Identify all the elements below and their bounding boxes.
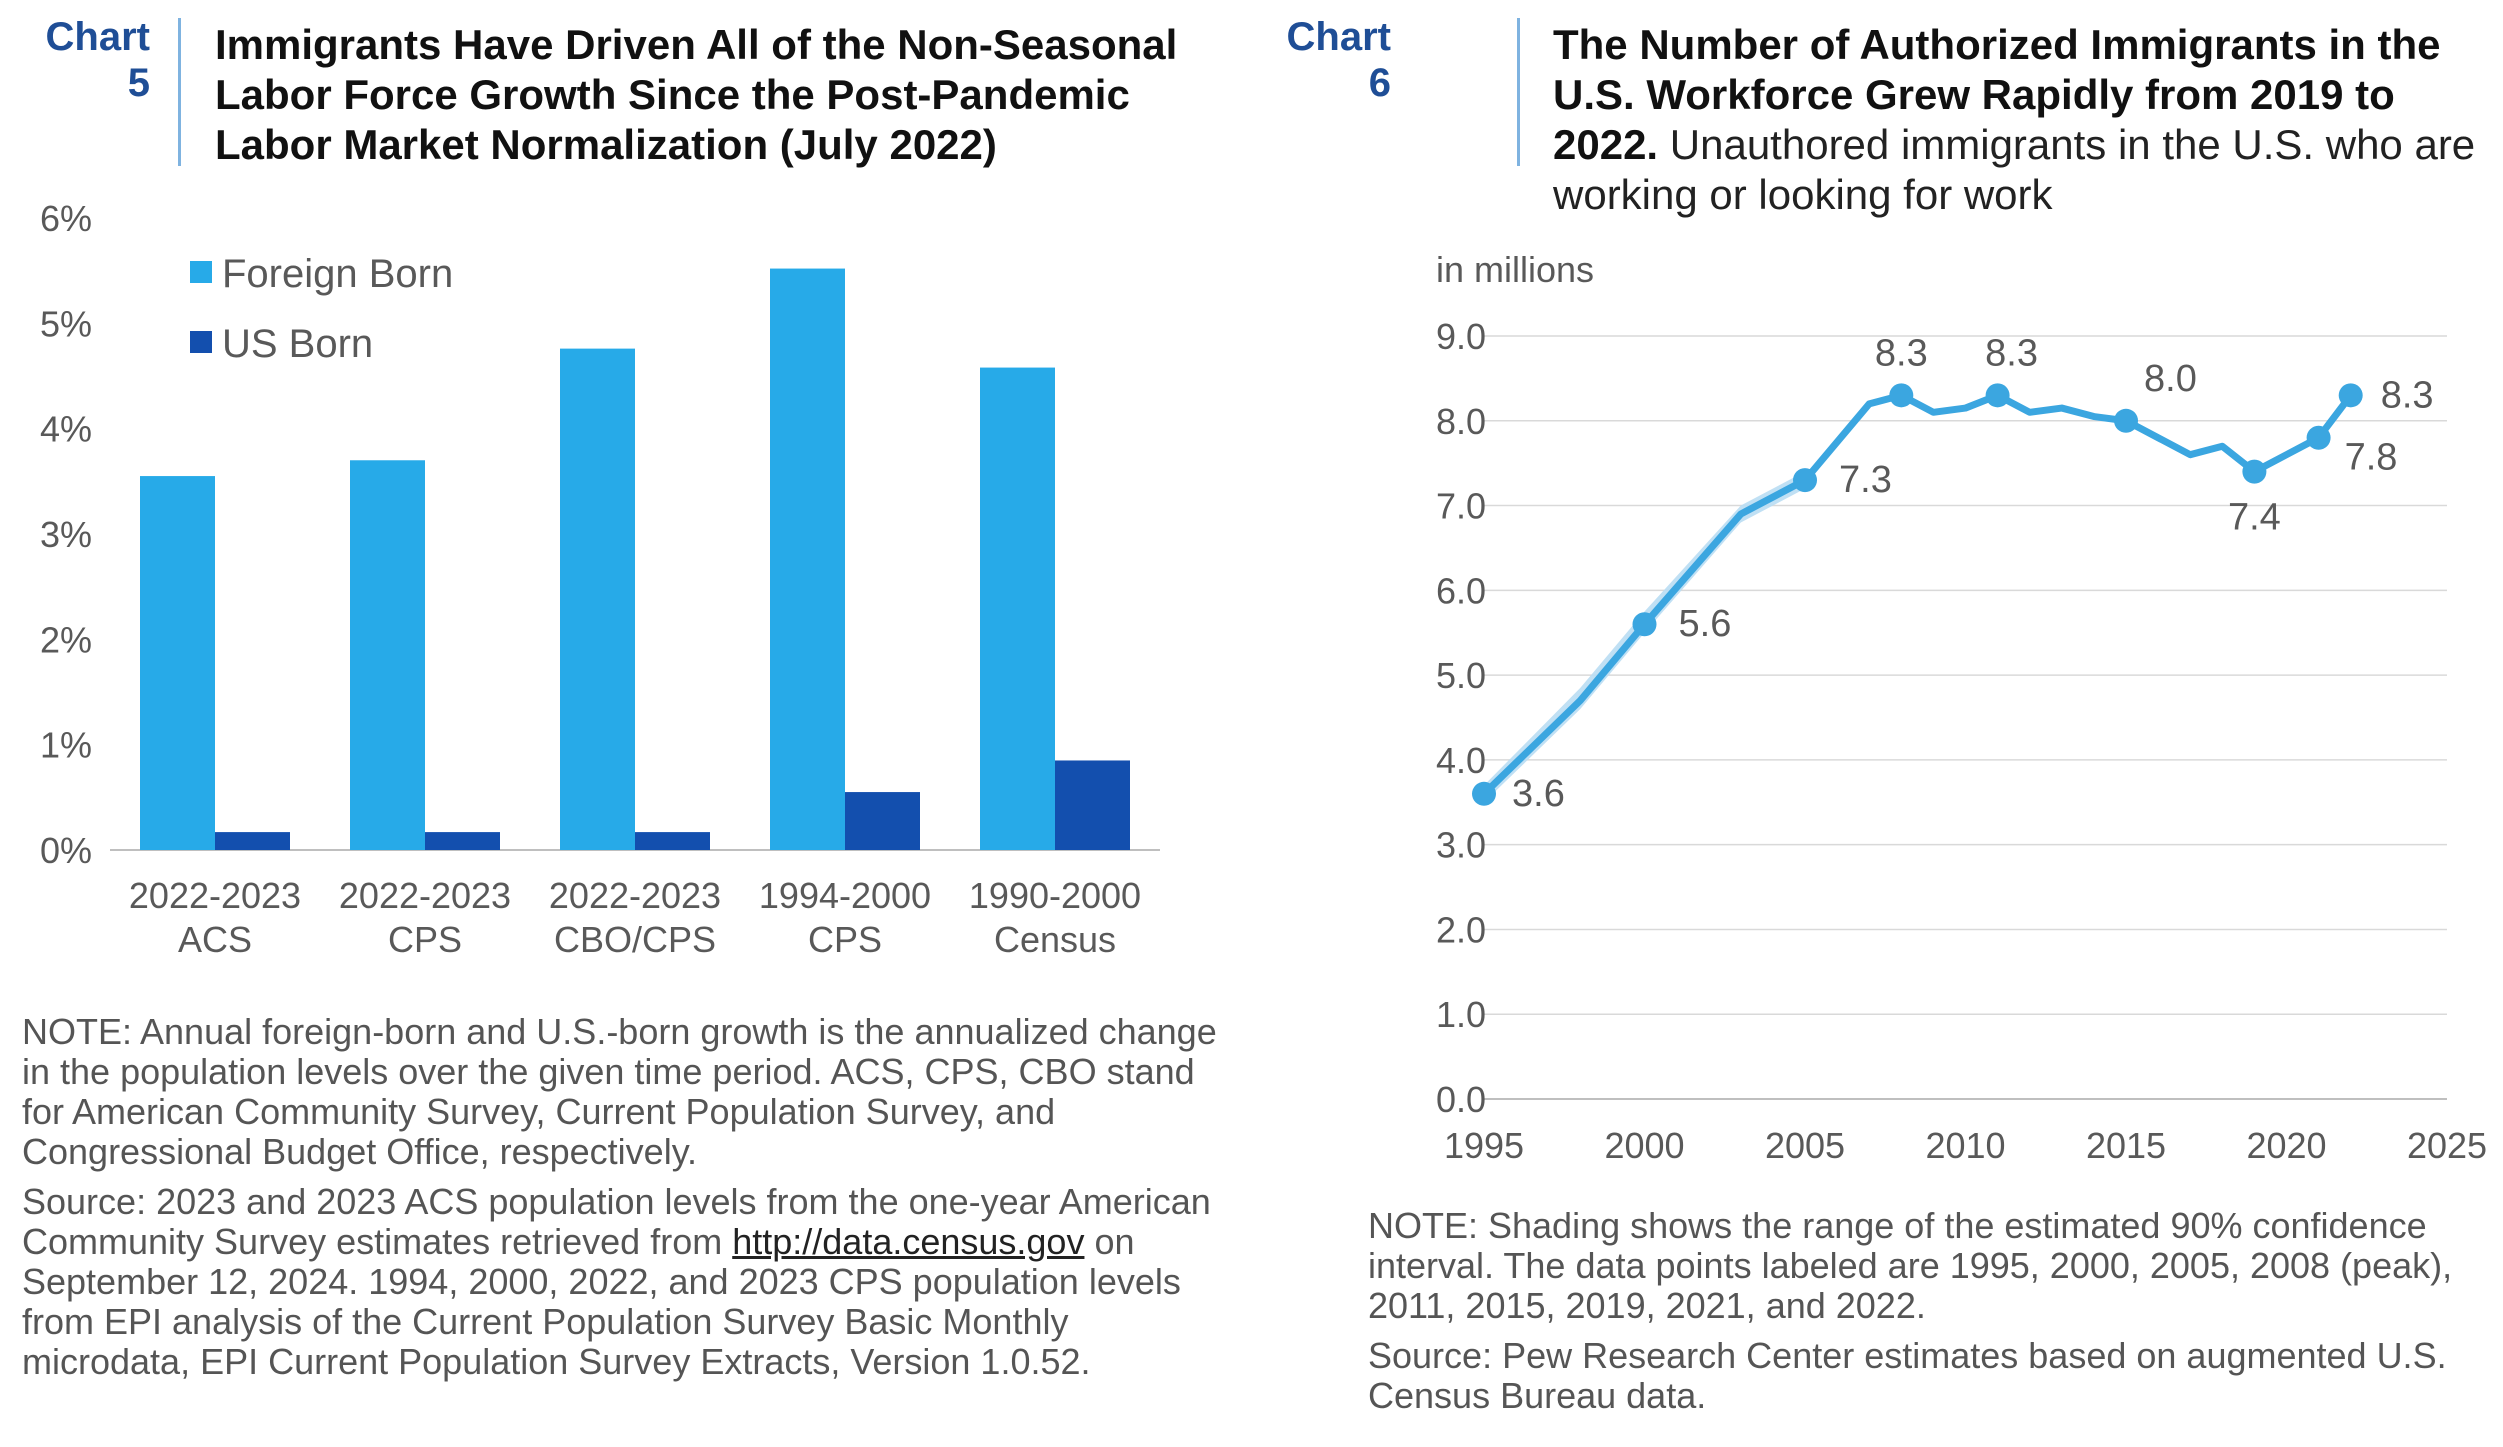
x-tick-label: CPS xyxy=(388,919,462,960)
legend-swatch-foreign-born xyxy=(190,261,212,283)
data-label: 3.6 xyxy=(1512,773,1565,815)
y-tick-label: 3.0 xyxy=(1436,825,1486,866)
y-tick-label: 0.0 xyxy=(1436,1079,1486,1120)
bar-us-born xyxy=(1055,760,1130,850)
y-tick-label: 0% xyxy=(40,830,92,871)
chart-5-tag-divider xyxy=(178,18,181,166)
x-tick-label: 2020 xyxy=(2246,1125,2326,1166)
census-data-link[interactable]: http://data.census.gov xyxy=(732,1221,1085,1262)
x-tick-label: 2022-2023 xyxy=(129,875,301,916)
y-tick-label: 5% xyxy=(40,303,92,344)
x-tick-label: 2022-2023 xyxy=(339,875,511,916)
y-tick-label: 9.0 xyxy=(1436,316,1486,357)
x-tick-label: 2025 xyxy=(2407,1125,2487,1166)
chart-5-notes: NOTE: Annual foreign-born and U.S.-born … xyxy=(22,1012,1242,1392)
data-point-marker xyxy=(1632,612,1657,637)
data-label: 8.3 xyxy=(2381,374,2434,416)
chart-5-title-text: Immigrants Have Driven All of the Non-Se… xyxy=(215,21,1178,168)
y-tick-label: 2.0 xyxy=(1436,909,1486,950)
y-tick-label: 1.0 xyxy=(1436,994,1486,1035)
chart-5-panel: Chart 5 Immigrants Have Driven All of th… xyxy=(0,0,1251,1447)
chart-5-tag-number: 5 xyxy=(127,61,150,105)
data-point-marker xyxy=(1793,468,1817,493)
data-label: 5.6 xyxy=(1679,603,1732,645)
chart-5-tag-label: Chart xyxy=(45,15,150,59)
bar-us-born xyxy=(845,792,920,850)
x-tick-label: ACS xyxy=(178,919,252,960)
data-point-marker xyxy=(1889,383,1914,408)
x-tick-label: Census xyxy=(994,919,1116,960)
y-tick-label: 7.0 xyxy=(1436,486,1486,527)
chart-6-source: Source: Pew Research Center estimates ba… xyxy=(1368,1335,2447,1416)
data-point-marker xyxy=(2242,459,2267,484)
bar-us-born xyxy=(215,832,290,850)
bar-foreign-born xyxy=(770,268,845,850)
chart-6-title: The Number of Authorized Immigrants in t… xyxy=(1553,20,2498,220)
bar-foreign-born xyxy=(560,348,635,850)
data-point-marker xyxy=(2114,408,2138,433)
y-tick-label: 6% xyxy=(40,198,92,239)
data-point-marker xyxy=(1985,383,2010,408)
y-tick-label: 5.0 xyxy=(1436,655,1486,696)
x-tick-label: 2010 xyxy=(1925,1125,2005,1166)
chart-6-panel: Chart 6 The Number of Authorized Immigra… xyxy=(1251,0,2503,1447)
chart-6-note: NOTE: Shading shows the range of the est… xyxy=(1368,1205,2453,1326)
x-tick-label: 1990-2000 xyxy=(969,875,1141,916)
chart-5-source: Source: 2023 and 2023 ACS population lev… xyxy=(22,1182,1242,1382)
data-point-marker xyxy=(2306,425,2331,450)
y-axis-unit-label: in millions xyxy=(1436,249,1594,290)
chart-5-note: NOTE: Annual foreign-born and U.S.-born … xyxy=(22,1011,1217,1172)
chart-6-notes: NOTE: Shading shows the range of the est… xyxy=(1368,1206,2498,1426)
legend-swatch-us-born xyxy=(190,331,212,353)
chart-6-tag-label: Chart xyxy=(1286,15,1391,59)
bar-us-born xyxy=(425,832,500,850)
data-point-marker xyxy=(1472,781,1496,806)
chart-6-line-chart: in millions 0.0 1.0 2.0 3.0 4.0 5.0 6.0 7.0 8.0 9.… xyxy=(1436,249,2487,1166)
y-tick-label: 4.0 xyxy=(1436,740,1486,781)
x-tick-label: 2005 xyxy=(1765,1125,1845,1166)
x-tick-label: CPS xyxy=(808,919,882,960)
x-tick-label: 1995 xyxy=(1444,1125,1524,1166)
chart-5-source-prefix: Source: 2023 and 2023 ACS population lev… xyxy=(22,1181,1211,1262)
chart-6-tag-divider xyxy=(1517,18,1520,166)
chart-5-title: Immigrants Have Driven All of the Non-Se… xyxy=(215,20,1245,170)
y-tick-label: 4% xyxy=(40,409,92,450)
bar-us-born xyxy=(635,832,710,850)
legend-label: US Born xyxy=(222,322,373,366)
y-tick-label: 8.0 xyxy=(1436,401,1486,442)
legend-label: Foreign Born xyxy=(222,252,453,296)
chart-5-source-suffix: on September 12, 2024. 1994, 2000, 2022,… xyxy=(22,1221,1181,1382)
data-point-marker xyxy=(2338,383,2363,408)
chart-6-tag: Chart 6 xyxy=(1241,14,1391,106)
data-label: 8.0 xyxy=(2144,358,2197,400)
x-tick-label: 2015 xyxy=(2086,1125,2166,1166)
y-tick-label: 1% xyxy=(40,725,92,766)
series-line xyxy=(1480,391,2355,798)
chart-5-bar-chart: 0%1%2%3%4%5%6%2022-2023ACS2022-2023CPS20… xyxy=(40,198,1160,960)
x-tick-label: 1994-2000 xyxy=(759,875,931,916)
y-tick-label: 2% xyxy=(40,619,92,660)
data-label: 7.4 xyxy=(2228,497,2281,539)
data-label: 7.8 xyxy=(2345,437,2398,479)
data-label: 7.3 xyxy=(1839,459,1892,501)
y-tick-label: 6.0 xyxy=(1436,570,1486,611)
bar-foreign-born xyxy=(140,476,215,850)
chart-6-subtitle: Unauthored immigrants in the U.S. who ar… xyxy=(1553,121,2476,218)
y-tick-label: 3% xyxy=(40,514,92,555)
x-tick-label: 2000 xyxy=(1604,1125,1684,1166)
data-label: 8.3 xyxy=(1985,332,2038,374)
chart-6-title-bold: The Number of Authorized Immigrants in t… xyxy=(1553,21,2441,168)
x-tick-label: CBO/CPS xyxy=(554,919,716,960)
confidence-interval-band xyxy=(1484,471,1805,803)
chart-5-tag: Chart 5 xyxy=(0,14,150,106)
chart-6-tag-number: 6 xyxy=(1368,61,1391,105)
x-tick-label: 2022-2023 xyxy=(549,875,721,916)
data-label: 8.3 xyxy=(1875,332,1928,374)
bar-foreign-born xyxy=(980,367,1055,850)
bar-foreign-born xyxy=(350,460,425,850)
